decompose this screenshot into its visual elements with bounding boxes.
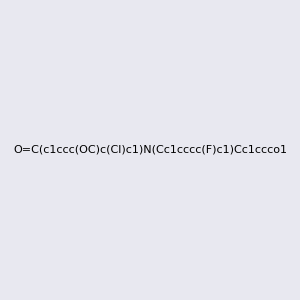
Text: O=C(c1ccc(OC)c(Cl)c1)N(Cc1cccc(F)c1)Cc1ccco1: O=C(c1ccc(OC)c(Cl)c1)N(Cc1cccc(F)c1)Cc1c… <box>13 145 287 155</box>
